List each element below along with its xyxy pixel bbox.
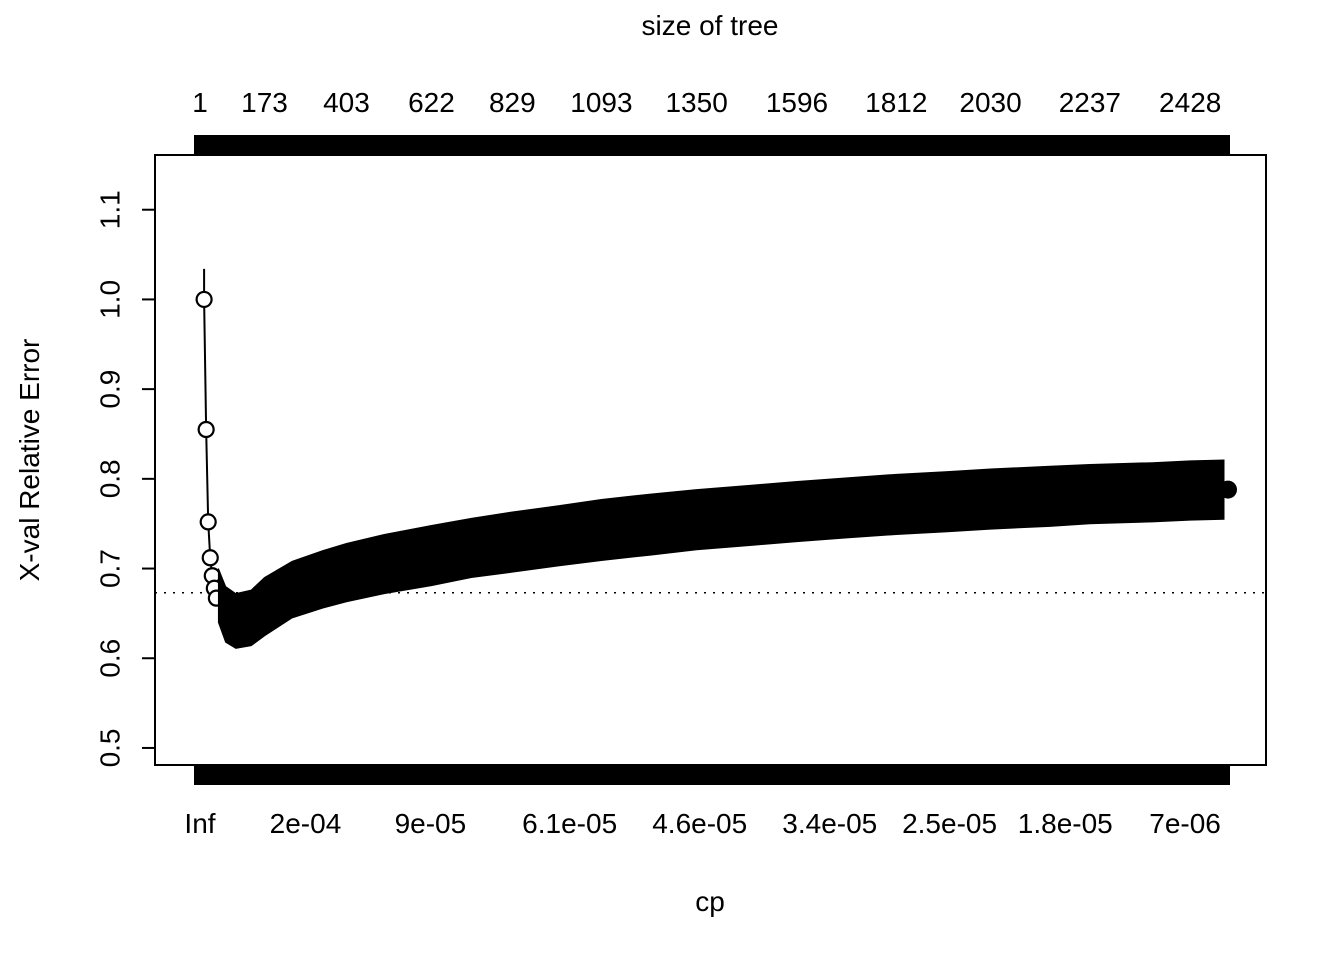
x-axis-label: cp	[695, 886, 725, 917]
bottom-axis-tick-bar	[194, 766, 1230, 785]
cv-error-point-circle	[195, 290, 213, 309]
top-axis-tick-label: 2237	[1059, 87, 1121, 118]
bottom-axis-tick-label: 2e-04	[270, 808, 342, 839]
bottom-axis-tick-label: 6.1e-05	[522, 808, 617, 839]
error-band	[217, 459, 1225, 649]
y-axis-tick-label: 1.0	[94, 280, 125, 319]
top-axis-tick-label: 1	[192, 87, 208, 118]
top-axis-tick-label: 403	[323, 87, 370, 118]
y-axis-tick-label: 0.5	[94, 728, 125, 767]
top-axis-tick-bar	[194, 135, 1230, 154]
plot-box	[154, 154, 1267, 766]
y-axis-tick-label: 0.9	[94, 370, 125, 409]
top-axis-tick-label: 1350	[665, 87, 727, 118]
bottom-axis-tick-label: Inf	[184, 808, 215, 839]
top-axis-tick-label: 173	[241, 87, 288, 118]
cv-error-point-circle	[199, 513, 217, 531]
top-axis-tick-label: 1093	[570, 87, 632, 118]
top-axis-tick-label: 829	[489, 87, 536, 118]
top-axis-tick-label: 1812	[865, 87, 927, 118]
y-axis-tick-label: 0.8	[94, 459, 125, 498]
y-axis-tick-label: 0.7	[94, 549, 125, 588]
y-axis-tick-label: 1.1	[94, 190, 125, 229]
bottom-axis-tick-label: 9e-05	[395, 808, 467, 839]
top-axis-tick-label: 622	[408, 87, 455, 118]
bottom-axis-tick-label: 3.4e-05	[782, 808, 877, 839]
cv-error-point-circle	[197, 420, 215, 439]
top-axis-title: size of tree	[641, 10, 779, 41]
top-axis-tick-label: 2428	[1159, 87, 1221, 118]
final-point	[1219, 480, 1237, 499]
top-axis-tick-label: 2030	[959, 87, 1021, 118]
top-axis-tick-label: 1596	[766, 87, 828, 118]
bottom-axis-tick-label: 2.5e-05	[902, 808, 997, 839]
bottom-axis-tick-label: 7e-06	[1149, 808, 1221, 839]
y-axis-tick-label: 0.6	[94, 639, 125, 678]
cv-error-point-circle	[201, 549, 219, 567]
bottom-axis-tick-label: 4.6e-05	[652, 808, 747, 839]
bottom-axis-tick-label: 1.8e-05	[1018, 808, 1113, 839]
